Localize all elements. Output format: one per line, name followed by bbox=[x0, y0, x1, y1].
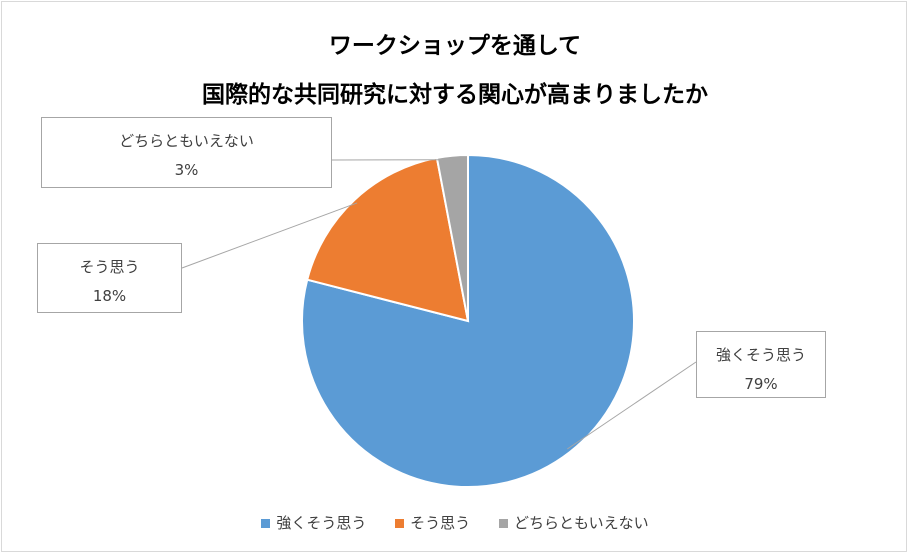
pie-slice-agree bbox=[305, 156, 470, 323]
legend-swatch-neutral bbox=[498, 519, 508, 528]
legend-label-strongly-agree: 強くそう思う bbox=[276, 514, 367, 532]
data-label-agree-percent: 18% bbox=[92, 287, 127, 305]
legend-label-neutral: どちらともいえない bbox=[513, 514, 649, 532]
chart-title-line1: ワークショップを通して bbox=[328, 33, 582, 59]
legend-swatch-strongly-agree bbox=[261, 519, 271, 528]
legend-item-neutral: どちらともいえない bbox=[498, 512, 649, 533]
data-label-strongly-agree-percent: 79% bbox=[744, 375, 778, 393]
data-label-agree: そう思う 18% bbox=[37, 243, 182, 313]
legend-item-strongly-agree: 強くそう思う bbox=[261, 512, 366, 533]
data-label-neutral: どちらともいえない 3% bbox=[41, 117, 332, 188]
leader-line-agree bbox=[181, 202, 358, 269]
pie-slice-strongly-agree bbox=[301, 153, 635, 488]
legend-item-agree: そう思う bbox=[395, 512, 470, 533]
data-label-neutral-category: どちらともいえない bbox=[119, 132, 254, 150]
legend-swatch-agree bbox=[395, 519, 405, 528]
pie-slice-neutral bbox=[435, 153, 469, 322]
data-label-strongly-agree: 強くそう思う 79% bbox=[696, 331, 826, 398]
leader-line-strongly-agree bbox=[567, 361, 697, 450]
chart-title-line2: 国際的な共同研究に対する関心が高まりましたか bbox=[202, 82, 708, 108]
data-label-neutral-percent: 3% bbox=[174, 161, 199, 179]
legend-label-agree: そう思う bbox=[410, 514, 471, 532]
data-label-agree-category: そう思う bbox=[79, 258, 140, 276]
data-label-strongly-agree-category: 強くそう思う bbox=[715, 346, 806, 364]
legend: 強くそう思う そう思う どちらともいえない bbox=[0, 512, 910, 533]
